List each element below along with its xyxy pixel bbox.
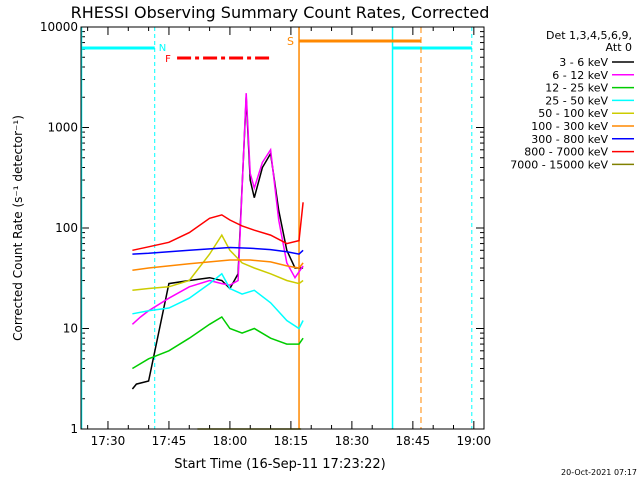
- x-tick-labels: 17:30 17:45 18:00 18:15 18:30 18:45 19:00: [91, 434, 491, 448]
- plot-frame: [80, 26, 485, 430]
- legend-label: 3 - 6 keV: [559, 56, 608, 69]
- series-line-5: [132, 233, 304, 292]
- legend-label: 7000 - 15000 keV: [510, 158, 608, 171]
- legend-header-line-2: Att 0: [606, 41, 632, 54]
- x-axis-label: Start Time (16-Sep-11 17:23:22): [174, 457, 385, 472]
- series-line-4: [132, 272, 304, 330]
- legend-label: 50 - 100 keV: [538, 107, 608, 120]
- saa-label: S: [287, 35, 294, 48]
- x-tick-label: 19:00: [457, 434, 492, 448]
- y-tick-labels: 1 10 100 1000 10000: [40, 20, 78, 436]
- y-axis-label: Corrected Count Rate (s⁻¹ detector⁻¹): [11, 115, 25, 341]
- x-tick-label: 18:45: [396, 434, 431, 448]
- series-line-6: [132, 259, 304, 271]
- night-label: N: [159, 43, 166, 54]
- y-tick-label: 1: [70, 422, 78, 436]
- legend-label: 800 - 7000 keV: [524, 146, 608, 159]
- x-tick-label: 17:45: [152, 434, 187, 448]
- x-tick-label: 17:30: [91, 434, 126, 448]
- x-tick-label: 18:00: [213, 434, 248, 448]
- legend-label: 300 - 800 keV: [531, 133, 608, 146]
- date-stamp: 20-Oct-2021 07:17: [561, 468, 637, 477]
- series-line-8: [132, 202, 304, 252]
- legend-label: 25 - 50 keV: [545, 94, 608, 107]
- legend-header-line-1: Det 1,3,4,5,6,9,: [546, 29, 632, 42]
- legend-label: 12 - 25 keV: [545, 82, 608, 95]
- y-tick-label: 10: [63, 322, 78, 336]
- x-tick-label: 18:15: [274, 434, 309, 448]
- y-tick-label: 1000: [47, 121, 78, 135]
- series-layer: [131, 93, 304, 430]
- x-tick-label: 18:30: [335, 434, 370, 448]
- legend-label: 100 - 300 keV: [531, 120, 608, 133]
- series-line-3: [132, 315, 304, 370]
- series-line-7: [132, 246, 304, 255]
- series-line-2: [131, 93, 304, 325]
- chart-title: RHESSI Observing Summary Count Rates, Co…: [71, 3, 490, 22]
- y-tick-label: 100: [55, 221, 78, 235]
- legend-label: 6 - 12 keV: [552, 69, 608, 82]
- flare-label: F: [165, 54, 171, 65]
- annotation-layer: S NF: [80, 27, 473, 429]
- y-tick-label: 10000: [40, 20, 78, 34]
